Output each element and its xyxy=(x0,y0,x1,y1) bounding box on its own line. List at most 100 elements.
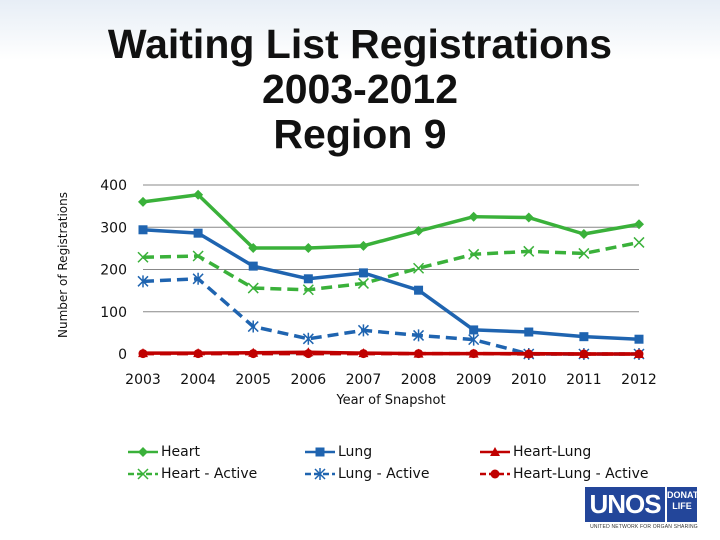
legend-marker-heart-lung xyxy=(490,447,500,456)
chart-title-line-2: 2003-2012 xyxy=(261,66,459,112)
x-tick-label-2012: 2012 xyxy=(621,372,657,388)
data-point-heart-active-2008 xyxy=(413,262,425,274)
chart-title-line-1: Waiting List Registrations xyxy=(107,21,613,67)
data-point-lung-active-2005 xyxy=(247,320,259,333)
logo-main-box xyxy=(585,487,665,522)
data-point-heart-2012 xyxy=(634,219,644,230)
legend-label-heart-lung: Heart-Lung xyxy=(513,444,592,460)
legend-label-lung: Lung xyxy=(338,444,373,460)
header-band xyxy=(0,0,720,60)
data-point-heart-lung-2006 xyxy=(303,347,314,357)
legend-marker-heart xyxy=(138,447,148,457)
series-heart xyxy=(138,189,644,253)
logo-side-text: DONATE LIFE xyxy=(667,490,705,512)
y-tick-label-400: 400 xyxy=(100,178,127,194)
x-tick-label-2008: 2008 xyxy=(401,372,437,388)
legend-item-heart: Heart xyxy=(128,442,200,462)
data-point-heart-lung-2004 xyxy=(193,348,204,358)
legend-item-heart-active: Heart - Active xyxy=(128,464,257,484)
data-point-lung-2011 xyxy=(579,332,589,342)
data-point-heart-2009 xyxy=(468,211,479,222)
data-point-heart-2010 xyxy=(523,212,534,223)
series-lung xyxy=(138,225,644,344)
series-lung-active xyxy=(137,272,645,360)
x-tick-label-2005: 2005 xyxy=(235,372,271,388)
legend-marker-heart-active xyxy=(137,468,149,480)
data-point-lung-active-2007 xyxy=(357,324,369,337)
legend-swatch-heart-lung-active xyxy=(480,469,510,479)
series-line-heart-lung xyxy=(143,350,639,356)
data-point-lung-active-2003 xyxy=(137,275,149,288)
data-point-heart-lung-2010 xyxy=(523,348,534,358)
logo-main-text: UNOS xyxy=(589,489,661,519)
data-point-lung-active-2006 xyxy=(302,332,314,345)
data-point-heart-2011 xyxy=(578,229,589,240)
series-line-lung-active xyxy=(142,277,639,356)
legend-swatch-heart xyxy=(128,447,158,457)
legend-item-lung: Lung xyxy=(305,442,372,462)
data-point-heart-2008 xyxy=(413,226,424,237)
x-tick-label-2009: 2009 xyxy=(456,372,492,388)
x-tick-label-2003: 2003 xyxy=(125,372,161,388)
data-point-lung-2012 xyxy=(634,334,644,344)
data-point-heart-2003 xyxy=(138,196,148,207)
x-tick-label-2010: 2010 xyxy=(511,372,547,388)
data-point-lung-2008 xyxy=(414,285,424,295)
data-point-heart-2006 xyxy=(303,242,314,253)
logo-tagline: UNITED NETWORK FOR ORGAN SHARING xyxy=(590,524,698,530)
y-tick-label-300: 300 xyxy=(100,220,127,236)
unos-logo: UNOS DONATE LIFE UNITED NETWORK FOR ORGA… xyxy=(585,487,705,531)
data-point-lung-active-2008 xyxy=(413,329,425,342)
data-point-lung-2009 xyxy=(469,325,479,335)
data-point-heart-active-2009 xyxy=(468,248,480,260)
data-point-heart-active-2003 xyxy=(137,251,149,263)
data-point-heart-active-2012 xyxy=(633,236,645,248)
data-point-heart-active-2006 xyxy=(302,284,314,296)
chart-title-line-3: Region 9 xyxy=(273,111,447,157)
legend-label-heart-active: Heart - Active xyxy=(161,466,258,482)
y-tick-label-0: 0 xyxy=(118,347,127,363)
data-point-heart-lung-2011 xyxy=(578,349,589,358)
logo-side-bottom: LIFE xyxy=(672,501,692,511)
data-point-lung-2006 xyxy=(303,274,313,284)
legend-swatch-heart-lung xyxy=(480,447,510,456)
legend-item-heart-lung-active: Heart-Lung - Active xyxy=(480,464,648,484)
data-point-heart-active-2005 xyxy=(247,282,259,294)
legend-item-heart-lung: Heart-Lung xyxy=(480,442,591,462)
data-point-heart-lung-2003 xyxy=(138,348,148,358)
x-tick-label-2004: 2004 xyxy=(180,372,216,388)
legend-item-lung-active: Lung - Active xyxy=(305,464,429,484)
series-line-lung xyxy=(142,228,640,341)
data-point-heart-lung-2005 xyxy=(248,347,259,357)
data-point-lung-2003 xyxy=(138,225,148,235)
legend-label-heart: Heart xyxy=(161,444,200,460)
series-heart-active xyxy=(137,236,645,296)
data-point-heart-active-2007 xyxy=(357,277,369,289)
legend-label-heart-lung-active: Heart-Lung - Active xyxy=(513,466,649,482)
data-point-lung-2010 xyxy=(524,327,534,337)
x-tick-label-2011: 2011 xyxy=(566,372,602,388)
data-point-heart-lung-2008 xyxy=(413,348,424,358)
legend-marker-lung xyxy=(315,447,325,457)
data-point-heart-2007 xyxy=(358,240,369,251)
series-heart-lung xyxy=(138,347,644,358)
y-tick-label-200: 200 xyxy=(100,263,127,279)
legend-swatch-lung xyxy=(305,447,335,457)
data-point-lung-active-2009 xyxy=(468,333,480,346)
legend-swatch-heart-active xyxy=(128,468,158,480)
x-tick-label-2007: 2007 xyxy=(346,372,382,388)
series-line-heart-active xyxy=(142,240,640,292)
data-point-heart-2005 xyxy=(248,242,259,253)
data-point-lung-2007 xyxy=(358,268,368,278)
legend-swatch-lung-active xyxy=(305,468,335,480)
logo-side-top: DONATE xyxy=(667,490,705,500)
data-point-heart-active-2004 xyxy=(192,250,204,262)
data-point-heart-active-2011 xyxy=(578,247,590,259)
y-tick-label-100: 100 xyxy=(100,305,127,321)
x-tick-label-2006: 2006 xyxy=(291,372,327,388)
series-line-heart xyxy=(142,192,640,250)
legend-marker-heart-lung-active xyxy=(490,469,500,479)
logo-side-box xyxy=(667,487,697,522)
legend-label-lung-active: Lung - Active xyxy=(338,466,430,482)
